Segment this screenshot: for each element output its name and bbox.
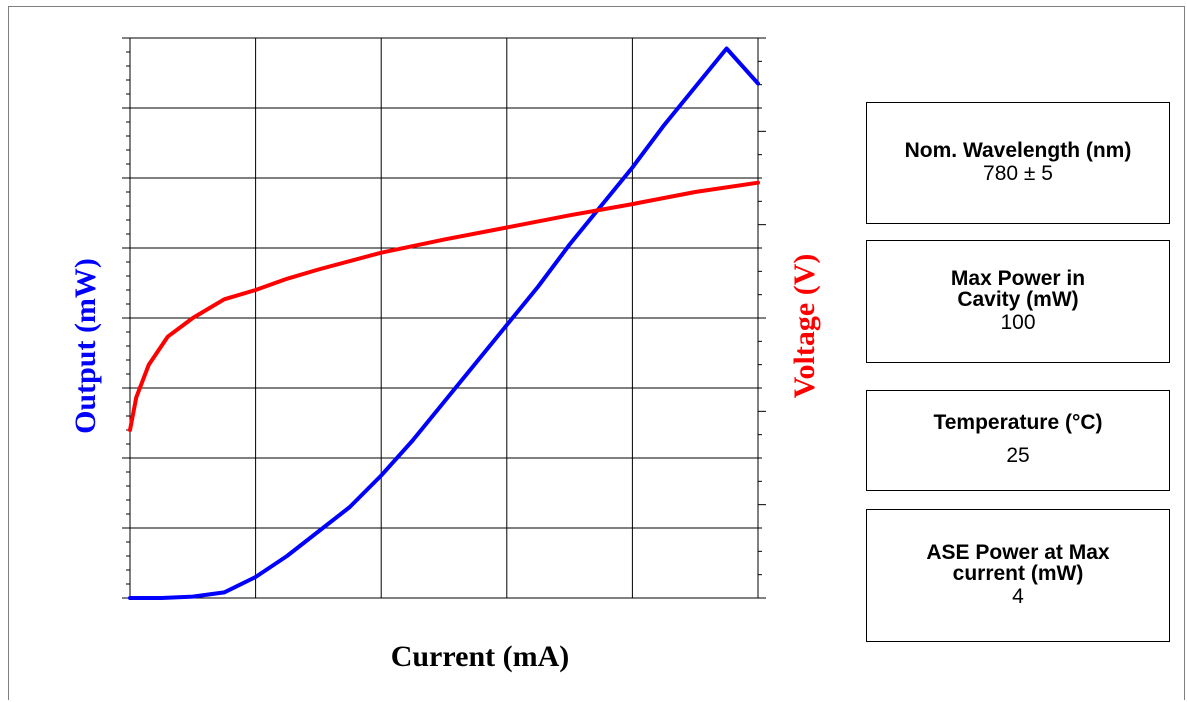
y-axis-label-left: Output (mW) xyxy=(69,258,102,434)
spec-value: 25 xyxy=(1006,444,1030,467)
spec-box-ase-power: ASE Power at Max current (mW) 4 xyxy=(866,509,1170,642)
spec-value: 100 xyxy=(1000,310,1036,334)
figure-frame xyxy=(8,6,1185,700)
spec-label: Max Power in Cavity (mW) xyxy=(950,266,1086,311)
spec-label: ASE Power at Max current (mW) xyxy=(926,540,1110,585)
spec-value: 4 xyxy=(1012,584,1024,608)
y-axis-label-right: Voltage (V) xyxy=(788,253,821,399)
spec-label: Temperature (°C) xyxy=(933,411,1103,434)
x-axis-label: Current (mA) xyxy=(390,640,570,673)
chart-grid xyxy=(129,37,759,599)
spec-box-temperature: Temperature (°C) 25 xyxy=(866,390,1170,491)
spec-box-wavelength: Nom. Wavelength (nm) 780 ± 5 xyxy=(866,102,1170,224)
series-line-output xyxy=(128,46,760,600)
series-line-voltage xyxy=(128,180,760,432)
spec-value: 780 ± 5 xyxy=(983,161,1053,185)
spec-label: Nom. Wavelength (nm) xyxy=(904,138,1132,162)
chart-series xyxy=(128,46,760,600)
axis-ticks xyxy=(122,37,766,599)
spec-box-max-power: Max Power in Cavity (mW) 100 xyxy=(866,240,1170,363)
